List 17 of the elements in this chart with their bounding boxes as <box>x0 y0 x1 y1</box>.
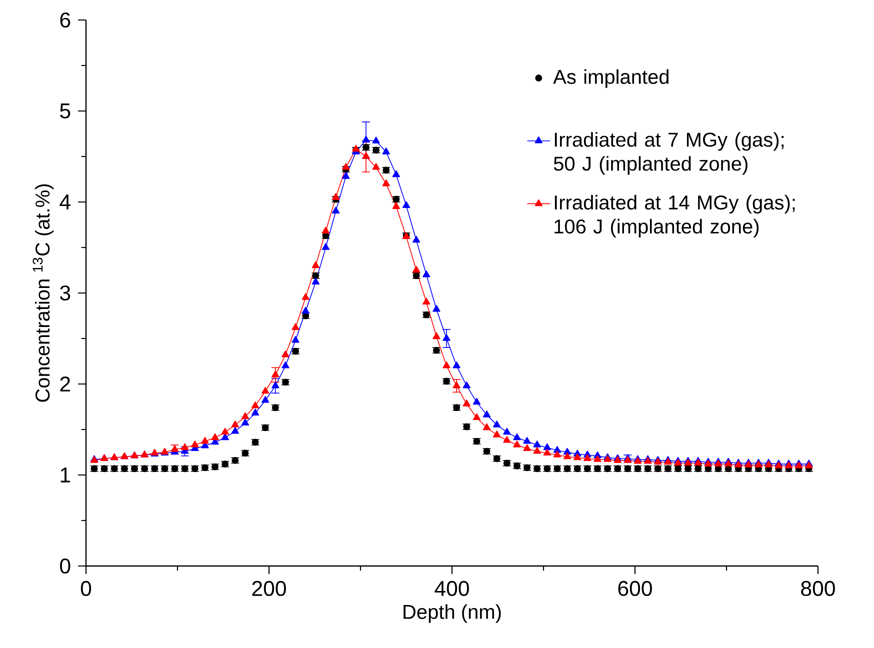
legend-label: Irradiated at 7 MGy (gas); 50 J (implanted zone) <box>554 132 784 175</box>
y-tick-label: 2 <box>60 376 70 392</box>
y-tick-label: 0 <box>60 558 70 574</box>
x-axis-title: Depth (nm) <box>404 604 501 623</box>
y-axis-title: Concentration $^{13}$C (at.%) <box>32 184 54 402</box>
x-tick-label: 400 <box>434 580 469 596</box>
legend-label: Irradiated at 14 MGy (gas); 106 J (implanted zone) <box>554 194 795 238</box>
legend-label: As implanted <box>553 69 668 88</box>
x-tick-label: 200 <box>252 580 286 596</box>
x-tick-label: 800 <box>801 580 835 596</box>
y-tick-label: 1 <box>60 468 70 482</box>
y-tick-label: 3 <box>60 285 70 301</box>
y-tick-label: 5 <box>60 104 70 118</box>
y-tick-label: 4 <box>60 194 70 210</box>
x-tick-label: 0 <box>80 580 92 596</box>
x-tick-label: 600 <box>618 580 652 596</box>
y-tick-label: 6 <box>60 12 70 28</box>
